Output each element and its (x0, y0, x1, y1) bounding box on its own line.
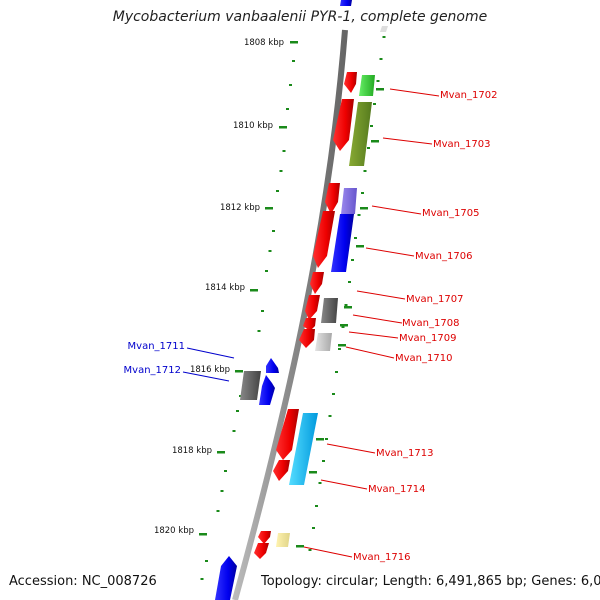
kbp-label: 1818 kbp (172, 446, 212, 456)
gene-label[interactable]: Mvan_1703 (433, 139, 490, 150)
summary-text: Topology: circular; Length: 6,491,865 bp… (261, 574, 600, 589)
gene-labels: Mvan_1702 Mvan_1703 Mvan_1705 Mvan_1706 … (124, 90, 498, 563)
gene-arrow-mvan-1716b (254, 543, 269, 559)
gene-label[interactable]: Mvan_1708 (402, 318, 459, 329)
genome-title: Mycobacterium vanbaalenii PYR-1, complet… (112, 9, 488, 25)
kbp-scale: 1808 kbp 1810 kbp 1812 kbp 1814 kbp 1816… (154, 38, 298, 536)
feature-boxes (276, 75, 375, 547)
gene-arrow-mvan-1705 (325, 183, 340, 214)
gene-arrow-bottom (215, 556, 237, 600)
gene-arrow-mvan-1710 (299, 329, 315, 348)
gene-arrows-minus-strand (254, 72, 357, 559)
feature-mvan-1706 (331, 214, 354, 272)
gene-arrow-mvan-1711 (266, 358, 279, 373)
gene-arrow-mvan-1709a (303, 318, 316, 331)
gene-label[interactable]: Mvan_1713 (376, 448, 433, 459)
kbp-label: 1814 kbp (205, 283, 245, 293)
feature-mvan-1705 (341, 188, 357, 214)
kbp-tick (250, 289, 258, 292)
kbp-label: 1820 kbp (154, 526, 194, 536)
gene-label[interactable]: Mvan_1706 (415, 251, 472, 262)
feature-mvan-1712-box (240, 371, 261, 400)
gene-label[interactable]: Mvan_1709 (399, 333, 456, 344)
gene-arrow-mvan-1712 (259, 375, 275, 405)
gene-arrow-mvan-1714a (273, 460, 290, 481)
label-leader-lines (303, 88, 440, 558)
gene-arrow-mvan-1702 (344, 72, 357, 93)
kbp-tick (199, 533, 207, 536)
feature-mvan-1702 (359, 75, 375, 96)
feature-mvan-1714 (289, 413, 318, 485)
chromosome-backbone (232, 29, 348, 600)
kbp-tick (235, 370, 243, 373)
gene-label[interactable]: Mvan_1711 (128, 341, 185, 352)
gene-label[interactable]: Mvan_1702 (440, 90, 497, 101)
gene-arrow-mvan-1703 (333, 99, 354, 151)
kbp-tick (217, 451, 225, 454)
gene-label[interactable]: Mvan_1716 (353, 552, 410, 563)
kbp-tick (290, 41, 298, 44)
kbp-label: 1808 kbp (244, 38, 284, 48)
feature-mvan-1703 (349, 102, 372, 166)
gene-label[interactable]: Mvan_1712 (124, 365, 181, 376)
label-leader-lines-plus (182, 347, 235, 382)
kbp-tick (265, 207, 273, 210)
outer-dotted-track (308, 36, 386, 551)
gene-arrows-plus-strand (215, 358, 279, 600)
kbp-label: 1816 kbp (190, 365, 230, 375)
gene-label[interactable]: Mvan_1707 (406, 294, 463, 305)
gene-arrow-mvan-1707 (310, 272, 324, 294)
kbp-tick (279, 126, 287, 129)
gene-position-ticks (296, 88, 384, 548)
feature-mvan-1708 (321, 298, 338, 323)
gene-label[interactable]: Mvan_1714 (368, 484, 425, 495)
gene-arrow-mvan-1713 (276, 409, 299, 460)
gene-label[interactable]: Mvan_1705 (422, 208, 479, 219)
gene-label[interactable]: Mvan_1710 (395, 353, 452, 364)
gene-arrow-mvan-1716a (258, 531, 271, 544)
gene-arrow (380, 26, 388, 32)
gene-arrow (340, 0, 352, 6)
feature-mvan-1716 (276, 533, 290, 547)
inner-dotted-track (200, 60, 295, 580)
kbp-label: 1810 kbp (233, 121, 273, 131)
gene-arrow-mvan-1706 (313, 211, 335, 268)
accession-text: Accession: NC_008726 (9, 574, 157, 589)
kbp-label: 1812 kbp (220, 203, 260, 213)
gene-arrow-mvan-1708 (305, 295, 320, 320)
feature-mvan-1710 (315, 333, 332, 351)
